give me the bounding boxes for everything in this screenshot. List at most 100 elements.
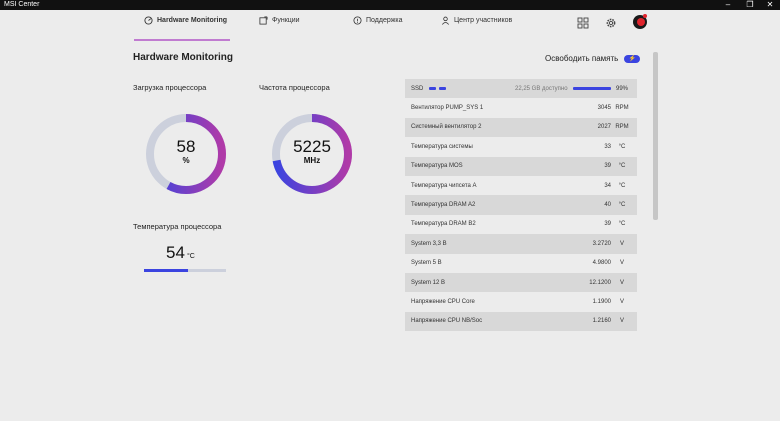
table-row: Температура DRAM B2 39 °C: [405, 215, 637, 234]
avatar[interactable]: [633, 15, 647, 29]
sensor-unit: RPM: [615, 124, 629, 131]
maximize-button[interactable]: ❐: [746, 0, 754, 9]
info-circle-icon: [353, 16, 362, 25]
title-bar: MSI Center – ❐ ✕: [0, 0, 780, 10]
sensor-table: SSD 22,25 GB доступно 99% Вентилятор PUM…: [405, 79, 637, 332]
tab-support[interactable]: Поддержка: [353, 16, 403, 25]
active-tab-indicator: [134, 39, 230, 41]
ssd-percent: 99%: [615, 85, 628, 92]
sensor-value: 34: [604, 182, 611, 189]
table-row: Системный вентилятор 2 2027 RPM: [405, 117, 637, 138]
sensor-unit: V: [619, 279, 624, 286]
close-button[interactable]: ✕: [766, 0, 774, 9]
cpu-freq-value: 5225: [293, 137, 331, 156]
sensor-value: 3.2720: [592, 240, 611, 247]
sensor-value: 1.1900: [592, 298, 611, 305]
lightning-icon: ⚡: [624, 54, 641, 63]
gauge-icon: [144, 16, 153, 25]
sensor-value: 12.1200: [589, 279, 611, 286]
ssd-available: 22,25 GB доступно: [515, 85, 568, 92]
ssd-usage-bar: [573, 87, 611, 90]
table-row: Вентилятор PUMP_SYS 1 3045 RPM: [405, 98, 637, 117]
sensor-name: Температура MOS: [411, 163, 463, 170]
cpu-temp-value: 54: [166, 243, 185, 262]
free-memory-button[interactable]: Освободить память ⚡: [545, 54, 641, 63]
settings-button[interactable]: [604, 16, 618, 30]
cpu-temp-bar: [144, 269, 226, 272]
tab-hardware-monitoring[interactable]: Hardware Monitoring: [144, 16, 227, 25]
sensor-unit: °C: [618, 163, 626, 170]
sensor-name: Температура системы: [411, 143, 473, 150]
sensor-name: Системный вентилятор 2: [411, 124, 482, 131]
cpu-load-value: 58: [176, 137, 196, 156]
sensor-value: 4.9800: [592, 260, 611, 267]
cpu-temp-unit: °C: [187, 253, 195, 260]
top-nav: Hardware Monitoring Функции Поддержка Це…: [0, 10, 780, 41]
page-title: Hardware Monitoring: [133, 52, 234, 63]
table-row: System 3,3 В 3.2720 V: [405, 234, 637, 254]
table-row: System 5 В 4.9800 V: [405, 254, 637, 273]
sensor-value: 40: [604, 202, 611, 209]
cpu-freq-gauge: 5225 MHz: [270, 112, 354, 196]
sensor-name: Температура DRAM B2: [411, 221, 476, 228]
table-row: Напряжение CPU Core 1.1900 V: [405, 292, 637, 311]
minimize-button[interactable]: –: [725, 0, 731, 9]
cpu-load-unit: %: [182, 156, 190, 165]
dragon-logo-icon: [637, 18, 645, 26]
ssd-row: SSD 22,25 GB доступно 99%: [405, 79, 637, 99]
sensor-name: System 12 В: [411, 279, 446, 286]
sensor-value: 39: [604, 221, 611, 228]
free-memory-label: Освободить память: [545, 54, 619, 63]
app-title: MSI Center: [4, 1, 40, 8]
ssd-name: SSD: [411, 85, 424, 92]
sensor-unit: V: [619, 318, 624, 325]
sensor-unit: °C: [618, 143, 626, 150]
cpu-temp-bar-fill: [144, 269, 189, 272]
table-row: Напряжение CPU NB/Soc 1.2160 V: [405, 311, 637, 332]
cpu-load-gauge: 58 %: [144, 112, 228, 196]
table-row: Температура чипсета A 34 °C: [405, 176, 637, 195]
ssd-indicator: [429, 87, 436, 90]
cpu-freq-label: Частота процессора: [259, 83, 330, 92]
sensor-name: Вентилятор PUMP_SYS 1: [411, 105, 484, 112]
table-row: Температура MOS 39 °C: [405, 156, 637, 176]
sensor-value: 3045: [597, 105, 611, 112]
cpu-load-label: Загрузка процессора: [133, 83, 207, 92]
table-row: Температура DRAM A2 40 °C: [405, 195, 637, 215]
tab-member-center[interactable]: Центр участников: [441, 16, 512, 25]
tab-label: Центр участников: [454, 17, 513, 24]
sensor-unit: V: [619, 298, 624, 305]
gauge-fill: [272, 114, 352, 194]
tab-label: Функции: [272, 17, 300, 24]
gauge-fill: [146, 114, 226, 194]
table-row: System 12 В 12.1200 V: [405, 272, 637, 293]
cpu-freq-unit: MHz: [303, 156, 321, 165]
sensor-name: Температура чипсета A: [411, 182, 477, 189]
sensor-unit: V: [619, 260, 624, 267]
tab-label: Hardware Monitoring: [157, 17, 228, 24]
cpu-temp-label: Температура процессора: [133, 222, 222, 231]
sensor-name: System 3,3 В: [411, 240, 447, 247]
sensor-name: System 5 В: [411, 260, 442, 267]
sensor-name: Напряжение CPU Core: [411, 298, 475, 305]
sensor-unit: °C: [618, 221, 626, 228]
user-icon: [442, 16, 449, 25]
notification-badge: [643, 14, 647, 18]
grid-icon: [577, 17, 589, 29]
sensor-unit: °C: [618, 182, 626, 189]
tab-label: Поддержка: [366, 17, 403, 24]
tab-features[interactable]: Функции: [259, 16, 300, 25]
sensor-name: Напряжение CPU NB/Soc: [411, 318, 483, 325]
sensor-value: 39: [604, 163, 611, 170]
sensor-unit: RPM: [615, 105, 629, 112]
gear-icon: [606, 18, 616, 28]
ssd-indicator: [439, 87, 446, 90]
table-row: Температура системы 33 °C: [405, 137, 637, 156]
grid-view-button[interactable]: [576, 16, 590, 30]
sensor-unit: °C: [618, 202, 626, 209]
sensor-value: 2027: [597, 124, 611, 131]
scrollbar[interactable]: [653, 52, 658, 220]
sensor-value: 1.2160: [592, 318, 611, 325]
sensor-value: 33: [604, 143, 611, 150]
sensor-name: Температура DRAM A2: [411, 202, 476, 209]
